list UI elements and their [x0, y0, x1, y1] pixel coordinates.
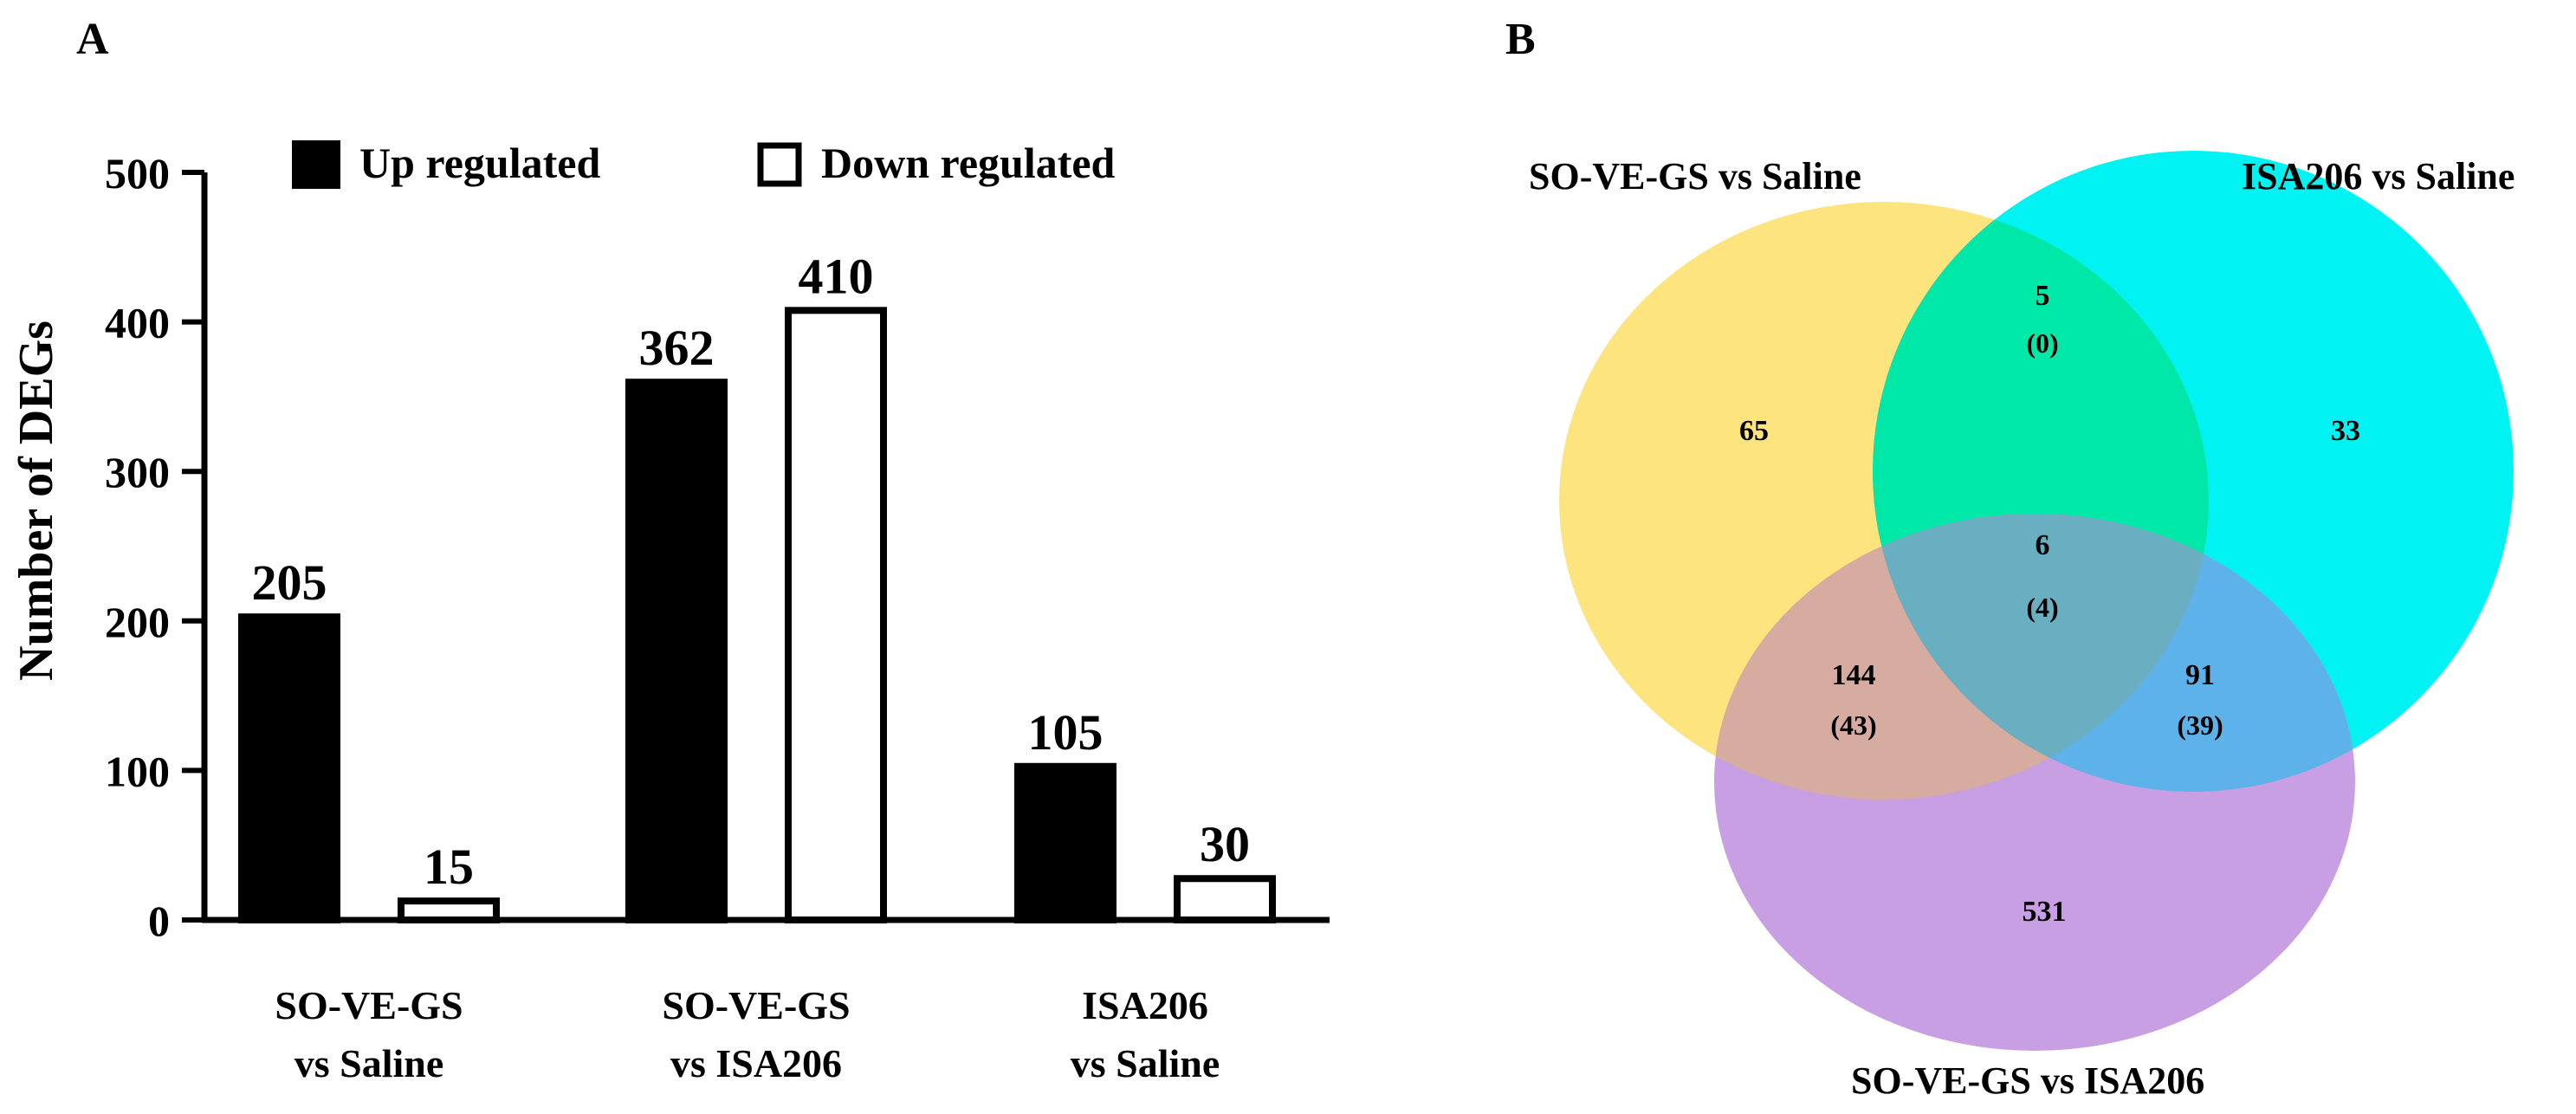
venn-region-abc-paren: (4): [2026, 592, 2058, 623]
venn-region-a-only: 65: [1739, 415, 1769, 447]
venn-set-label-c: SO-VE-GS vs ISA206: [1851, 1059, 2204, 1102]
legend-label-up: Up regulated: [359, 139, 600, 187]
bar-value-label: 205: [252, 554, 327, 611]
bar-down-1: [785, 307, 887, 923]
venn-region-b-only: 33: [2331, 415, 2360, 447]
bar-down-0: [398, 897, 500, 923]
venn-region-abc-count: 6: [2036, 529, 2050, 561]
category-label-line: vs Saline: [1071, 1041, 1220, 1085]
y-axis-label: Number of DEGs: [10, 321, 63, 681]
venn-panel: B SO-VE-GS vs Saline ISA206 vs Saline SO…: [1505, 15, 2515, 1102]
y-ticks: 0 100 200 300 400 500: [105, 149, 204, 945]
venn-set-label-a: SO-VE-GS vs Saline: [1529, 155, 1861, 198]
category-label-line: ISA206: [1082, 983, 1208, 1027]
venn-region-bc-count: 91: [2185, 659, 2215, 691]
category-label-line: vs ISA206: [670, 1041, 842, 1085]
venn-region-c-only: 531: [2023, 896, 2067, 928]
y-tick-label: 200: [105, 598, 170, 646]
category-labels: SO-VE-GS vs Saline SO-VE-GS vs ISA206 ISA206…: [275, 983, 1220, 1085]
bar-value-label: 105: [1028, 704, 1104, 761]
venn-region-bc-paren: (39): [2177, 709, 2223, 741]
category-label-line: vs Saline: [294, 1041, 444, 1085]
bar-value-label: 15: [424, 839, 474, 895]
bar-up-0: [238, 613, 340, 923]
y-tick-label: 0: [148, 897, 170, 945]
bars: [238, 307, 1276, 924]
venn-region-ac-paren: (43): [1830, 709, 1876, 741]
bar-value-labels: 205 15 362 410 105 30: [252, 248, 1251, 895]
venn-region-ab-count: 5: [2036, 280, 2050, 312]
bar-up-1: [625, 379, 728, 923]
y-tick-label: 400: [105, 299, 170, 347]
bar-chart-panel: A Number of DEGs 0 100 200 300 400 500 205 15 3…: [10, 15, 1330, 1085]
venn-set-label-b: ISA206 vs Saline: [2242, 155, 2515, 198]
bar-value-label: 30: [1200, 816, 1250, 872]
y-tick-label: 100: [105, 747, 170, 795]
legend-swatch-up: [292, 140, 340, 189]
bar-value-label: 362: [639, 320, 715, 376]
legend: Up regulated Down regulated: [292, 139, 1116, 189]
legend-label-down: Down regulated: [821, 139, 1116, 187]
category-label-line: SO-VE-GS: [662, 983, 850, 1027]
legend-swatch-down: [757, 142, 802, 187]
bar-down-2: [1174, 875, 1276, 923]
panel-letter-a: A: [76, 15, 109, 64]
venn-region-ac-count: 144: [1832, 659, 1876, 691]
y-tick-label: 500: [105, 149, 170, 198]
category-label-line: SO-VE-GS: [275, 983, 463, 1027]
panel-letter-b: B: [1505, 15, 1536, 64]
y-tick-label: 300: [105, 448, 170, 496]
bar-value-label: 410: [799, 248, 874, 304]
venn-region-ab-paren: (0): [2026, 327, 2058, 359]
bar-up-2: [1014, 762, 1116, 924]
